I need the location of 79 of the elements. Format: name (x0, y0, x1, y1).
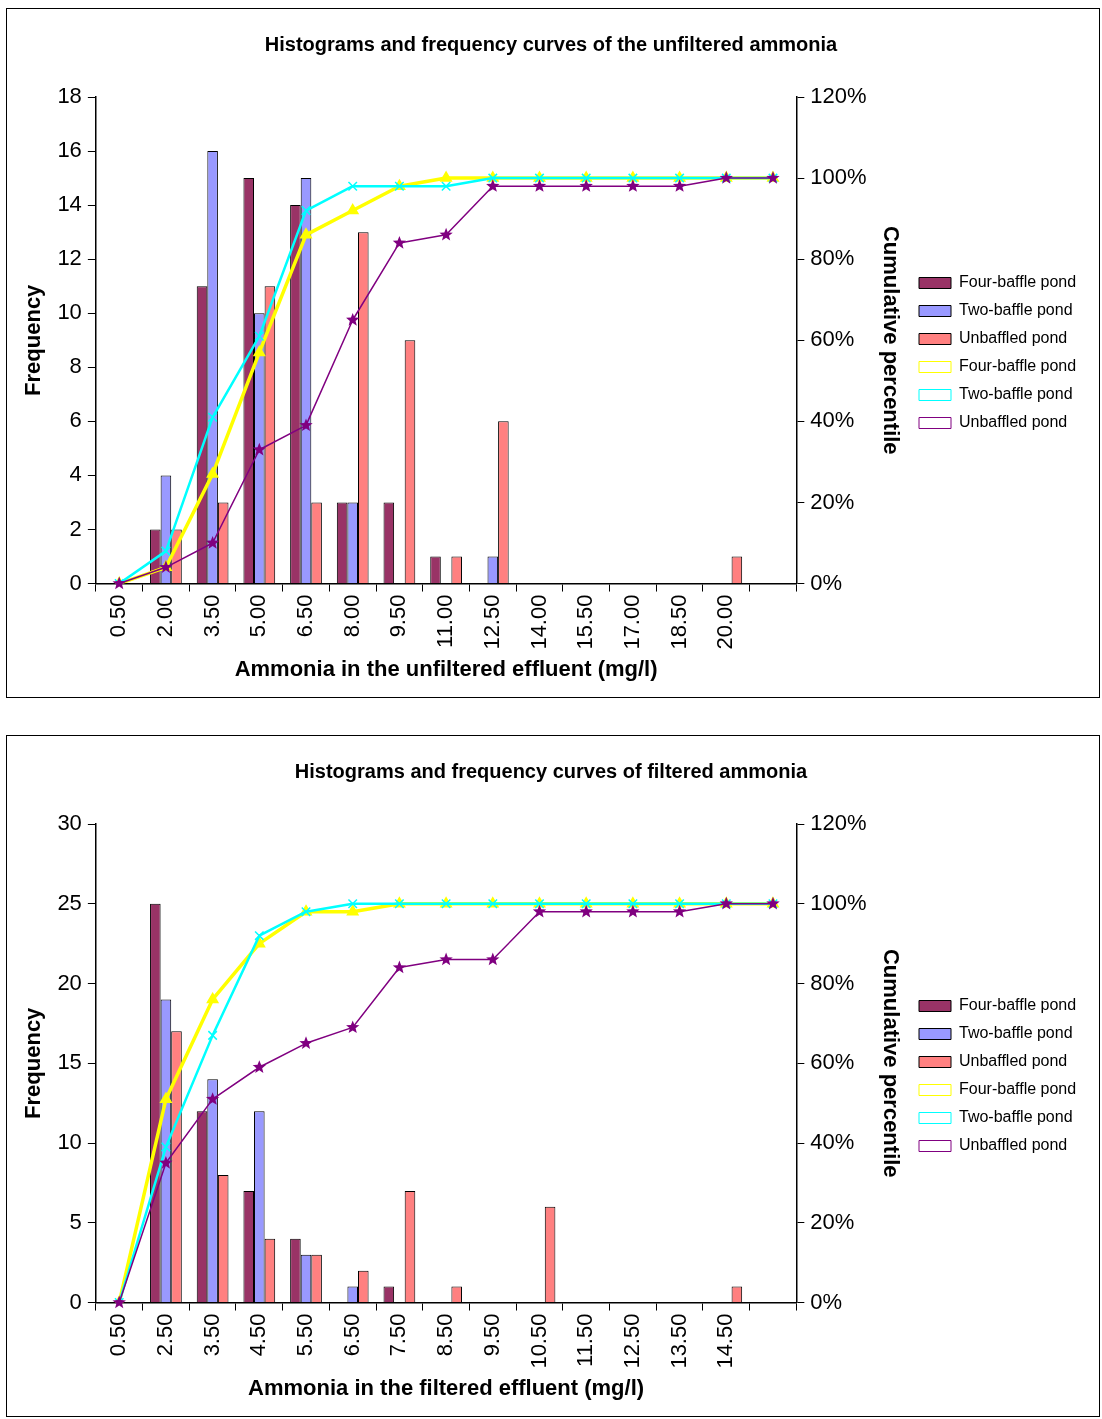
y-tick-label: 12 (57, 245, 82, 271)
x-axis-title: Ammonia in the unfiltered effluent (mg/l) (234, 655, 658, 681)
y2-axis-title: Cumulative percentile (878, 948, 904, 1178)
legend-label: Unbaffled pond (959, 1136, 1068, 1154)
x-tick-label: 15.50 (572, 594, 598, 650)
y-tick-label: 4 (69, 461, 82, 487)
x-tick-label: 6.50 (338, 1313, 364, 1357)
y2-tick-label: 80% (810, 969, 855, 995)
y2-tick-label: 60% (810, 1049, 855, 1075)
x-tick-label: 3.50 (198, 594, 224, 638)
y-tick-label: 16 (57, 137, 82, 163)
x-tick-label: 8.00 (338, 594, 364, 638)
x-tick-label: 13.50 (665, 1313, 691, 1369)
y2-tick-label: 120% (810, 810, 867, 836)
chart-title: Histograms and frequency curves of the unfiltered ammonia (264, 32, 839, 55)
x-axis-title: Ammonia in the filtered effluent (mg/l) (248, 1374, 645, 1400)
y-tick-label: 15 (57, 1049, 82, 1075)
y-tick-label: 30 (57, 810, 82, 836)
y2-tick-label: 100% (810, 889, 867, 915)
chart-title: Histograms and frequency curves of filtered ammonia (294, 759, 809, 782)
y-tick-label: 10 (57, 299, 82, 325)
legend-label: Two-baffle pond (959, 385, 1073, 403)
legend-label: Unbaffled pond (959, 1052, 1068, 1070)
x-tick-label: 14.50 (712, 1313, 738, 1369)
x-tick-label: 18.50 (665, 594, 691, 650)
y-tick-label: 8 (69, 353, 82, 379)
x-tick-label: 6.50 (292, 594, 318, 638)
y-tick-label: 6 (69, 407, 82, 433)
y2-tick-label: 40% (810, 407, 855, 433)
x-tick-label: 5.50 (292, 1313, 318, 1357)
y2-tick-label: 0% (810, 569, 843, 595)
legend-label: Unbaffled pond (959, 413, 1068, 431)
legend-label: Two-baffle pond (959, 1108, 1073, 1126)
y-tick-label: 0 (69, 569, 82, 595)
legend-label: Unbaffled pond (959, 329, 1068, 347)
y-axis-title: Frequency (20, 1006, 46, 1119)
legend-label: Two-baffle pond (959, 1024, 1073, 1042)
x-tick-label: 17.00 (618, 594, 644, 650)
x-tick-label: 0.50 (105, 594, 131, 638)
legend-label: Four-baffle pond (959, 996, 1077, 1014)
y2-tick-label: 20% (810, 488, 855, 514)
x-tick-label: 8.50 (432, 1313, 458, 1357)
x-tick-label: 11.50 (572, 1313, 598, 1367)
x-tick-label: 3.50 (198, 1313, 224, 1357)
y-tick-label: 25 (57, 889, 82, 915)
x-tick-label: 5.00 (245, 594, 271, 638)
y-tick-label: 20 (57, 969, 82, 995)
x-tick-label: 20.00 (712, 594, 738, 650)
y2-tick-label: 40% (810, 1129, 855, 1155)
y2-tick-label: 80% (810, 245, 855, 271)
x-tick-label: 2.00 (151, 594, 177, 638)
legend-label: Two-baffle pond (959, 301, 1073, 319)
legend-label: Four-baffle pond (959, 357, 1077, 375)
y2-tick-label: 0% (810, 1288, 843, 1314)
y2-axis-title: Cumulative percentile (878, 225, 904, 455)
y-tick-label: 14 (57, 191, 82, 217)
x-tick-label: 12.50 (618, 1313, 644, 1369)
y2-tick-label: 60% (810, 326, 855, 352)
legend-label: Four-baffle pond (959, 1080, 1077, 1098)
x-tick-label: 4.50 (245, 1313, 271, 1357)
x-tick-label: 2.50 (151, 1313, 177, 1357)
y-tick-label: 10 (57, 1129, 82, 1155)
y-tick-label: 2 (69, 515, 82, 541)
y-tick-label: 0 (69, 1288, 82, 1314)
x-tick-label: 9.50 (385, 594, 411, 638)
y2-tick-label: 20% (810, 1208, 855, 1234)
x-tick-label: 0.50 (105, 1313, 131, 1357)
y-axis-title: Frequency (20, 283, 46, 396)
x-tick-label: 11.00 (432, 594, 458, 648)
y2-tick-label: 120% (810, 83, 867, 109)
x-tick-label: 14.00 (525, 594, 551, 650)
legend-label: Four-baffle pond (959, 273, 1077, 291)
y2-tick-label: 100% (810, 164, 867, 190)
x-tick-label: 7.50 (385, 1313, 411, 1357)
x-tick-label: 9.50 (478, 1313, 504, 1357)
x-tick-label: 12.50 (478, 594, 504, 650)
y-tick-label: 5 (69, 1208, 82, 1234)
y-tick-label: 18 (57, 83, 82, 109)
x-tick-label: 10.50 (525, 1313, 551, 1369)
